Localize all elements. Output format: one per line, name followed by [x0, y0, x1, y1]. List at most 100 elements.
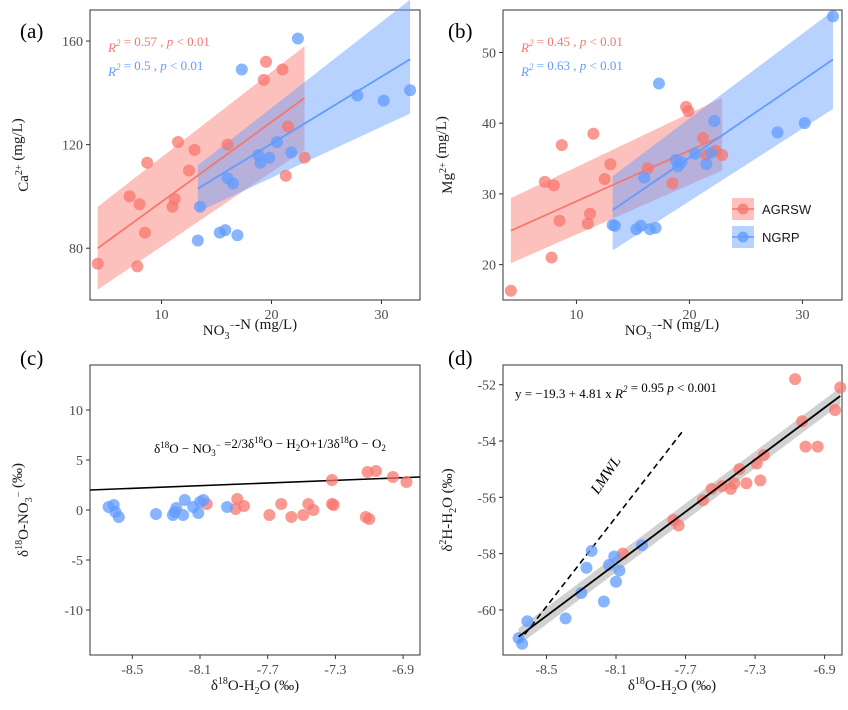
data-point-ngrp [219, 224, 232, 237]
data-point-agrsw [555, 139, 568, 152]
data-point-agrsw [276, 63, 289, 76]
data-point-ngrp [191, 234, 204, 247]
data-point-agrsw [168, 193, 181, 206]
y-tick-label: 30 [482, 188, 496, 203]
data-point-agrsw [598, 173, 611, 186]
data-point-ngrp [521, 615, 534, 628]
reference-line [89, 476, 421, 491]
y-axis-label: δ18O-NO3− (‰) [10, 463, 35, 557]
data-point-ngrp [608, 219, 621, 232]
x-tick-label: -8.1 [605, 663, 627, 678]
data-point-agrsw [238, 500, 250, 512]
data-point-agrsw [705, 482, 718, 495]
data-point-agrsw [386, 471, 399, 483]
data-point-agrsw [298, 151, 311, 164]
data-point-ngrp [708, 115, 721, 128]
data-point-agrsw [587, 127, 600, 140]
regression-line [510, 135, 723, 232]
data-point-agrsw [545, 251, 558, 264]
x-tick-label: 20 [265, 308, 279, 323]
data-point-agrsw [123, 190, 136, 203]
data-point-ngrp [221, 501, 234, 513]
data-point-ngrp [798, 117, 811, 130]
data-point-ngrp [178, 494, 191, 506]
y-tick-label: -60 [477, 604, 496, 619]
data-point-ngrp [177, 509, 190, 521]
data-point-agrsw [279, 169, 292, 182]
data-point-ngrp [192, 507, 205, 519]
panel-d: (d) -8.5 -8.1 -7.7 -7.3 -6.9 -60 -58 -56 -54 -52 δ1… [438, 346, 847, 697]
data-point-agrsw [183, 164, 195, 177]
confidence-band [612, 10, 833, 251]
x-tick-label: 10 [569, 308, 583, 323]
data-point-ngrp [254, 156, 267, 169]
panel-label: (d) [448, 346, 473, 370]
y-axis-label: Mg2+ (mg/L) [434, 116, 456, 194]
data-point-agrsw [363, 513, 376, 525]
data-point-agrsw [504, 284, 517, 297]
panel-label: (a) [20, 19, 43, 43]
data-point-ngrp [516, 637, 529, 650]
data-point-agrsw [141, 156, 154, 169]
data-point-agrsw [139, 226, 151, 239]
data-point-agrsw [327, 499, 340, 511]
stat-annotation: R2 = 0.57 , p < 0.01 [107, 34, 210, 55]
x-tick-label: -8.5 [121, 663, 143, 678]
x-tick-label: 30 [375, 308, 389, 323]
legend-marker [737, 203, 749, 215]
data-point-ngrp [700, 158, 713, 171]
data-point-agrsw [400, 476, 413, 488]
panel-label: (b) [448, 19, 473, 43]
data-point-agrsw [326, 474, 338, 486]
data-point-agrsw [91, 257, 104, 270]
data-point-ngrp [613, 564, 626, 577]
data-point-agrsw [754, 474, 767, 487]
y-axis-label: δ2H-H2O (‰) [438, 468, 459, 551]
data-point-agrsw [282, 120, 294, 133]
y-tick-label: -10 [64, 604, 83, 619]
data-point-ngrp [652, 77, 665, 90]
x-axis-label: NO3−-N (mg/L) [203, 317, 297, 342]
data-point-ngrp [351, 89, 364, 102]
regression-line [97, 97, 306, 249]
data-point-ngrp [638, 171, 651, 184]
plot-frame [502, 9, 843, 301]
data-point-ngrp [197, 494, 210, 506]
data-point-ngrp [580, 561, 593, 574]
confidence-band [197, 0, 411, 212]
data-point-ngrp [404, 84, 417, 97]
data-point-ngrp [227, 177, 239, 190]
data-point-ngrp [575, 587, 588, 600]
y-tick-label: 80 [69, 242, 83, 257]
x-tick-label: -7.7 [257, 663, 279, 678]
y-tick-label: 5 [76, 454, 83, 469]
stat-annotation: R2 = 0.63 , p < 0.01 [520, 58, 623, 79]
data-point-ngrp [291, 32, 304, 45]
data-point-ngrp [585, 544, 598, 557]
data-point-agrsw [188, 143, 201, 156]
x-tick-label: -7.7 [674, 663, 696, 678]
data-point-ngrp [689, 147, 702, 160]
y-tick-label: 20 [482, 259, 496, 274]
data-point-ngrp [231, 229, 244, 242]
regression-line [612, 58, 834, 211]
x-tick-label: 20 [682, 308, 696, 323]
data-point-agrsw [221, 138, 234, 151]
data-point-agrsw [672, 519, 685, 532]
y-tick-label: 120 [62, 139, 83, 154]
data-point-agrsw [553, 214, 566, 227]
data-point-ngrp [271, 136, 283, 149]
stat-annotation: y = −19.3 + 4.81 x R2 = 0.95 p < 0.001 [515, 380, 717, 401]
data-point-ngrp [597, 595, 610, 608]
x-tick-label: -8.1 [189, 663, 211, 678]
data-point-agrsw [263, 509, 276, 521]
data-point-agrsw [641, 162, 654, 175]
data-point-agrsw [740, 477, 753, 490]
x-axis-label: δ18O-H2O (‰) [628, 676, 716, 697]
data-point-agrsw [604, 158, 617, 171]
data-point-agrsw [728, 477, 741, 490]
stat-annotation: R2 = 0.5 , p < 0.01 [107, 58, 203, 79]
y-tick-label: -52 [477, 379, 496, 394]
legend-label: AGRSW [762, 202, 812, 217]
